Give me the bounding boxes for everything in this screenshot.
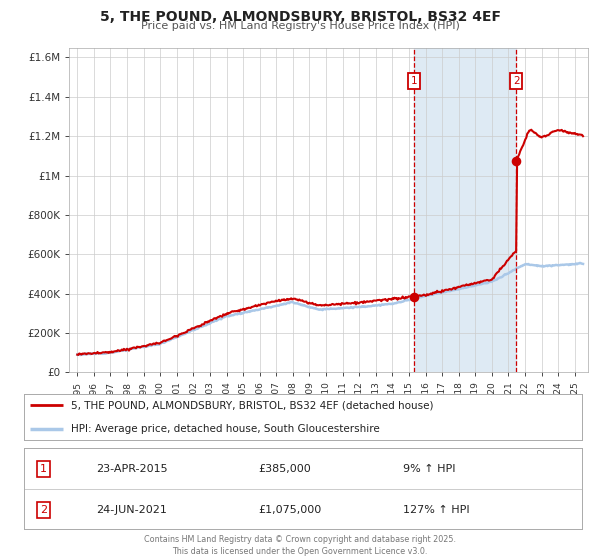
Text: £385,000: £385,000 xyxy=(259,464,311,474)
Text: Price paid vs. HM Land Registry's House Price Index (HPI): Price paid vs. HM Land Registry's House … xyxy=(140,21,460,31)
Text: Contains HM Land Registry data © Crown copyright and database right 2025.
This d: Contains HM Land Registry data © Crown c… xyxy=(144,535,456,556)
Point xyxy=(409,292,419,301)
Text: 1: 1 xyxy=(40,464,47,474)
Text: 24-JUN-2021: 24-JUN-2021 xyxy=(97,505,167,515)
Text: 9% ↑ HPI: 9% ↑ HPI xyxy=(403,464,456,474)
Point xyxy=(512,156,521,165)
Text: £1,075,000: £1,075,000 xyxy=(259,505,322,515)
Text: HPI: Average price, detached house, South Gloucestershire: HPI: Average price, detached house, Sout… xyxy=(71,424,380,435)
Text: 5, THE POUND, ALMONDSBURY, BRISTOL, BS32 4EF: 5, THE POUND, ALMONDSBURY, BRISTOL, BS32… xyxy=(100,10,500,24)
Bar xyxy=(414,48,517,372)
Text: 127% ↑ HPI: 127% ↑ HPI xyxy=(403,505,470,515)
Text: 5, THE POUND, ALMONDSBURY, BRISTOL, BS32 4EF (detached house): 5, THE POUND, ALMONDSBURY, BRISTOL, BS32… xyxy=(71,400,434,410)
Text: 2: 2 xyxy=(513,76,520,86)
Text: 2: 2 xyxy=(40,505,47,515)
Text: 23-APR-2015: 23-APR-2015 xyxy=(97,464,168,474)
Text: 1: 1 xyxy=(411,76,418,86)
